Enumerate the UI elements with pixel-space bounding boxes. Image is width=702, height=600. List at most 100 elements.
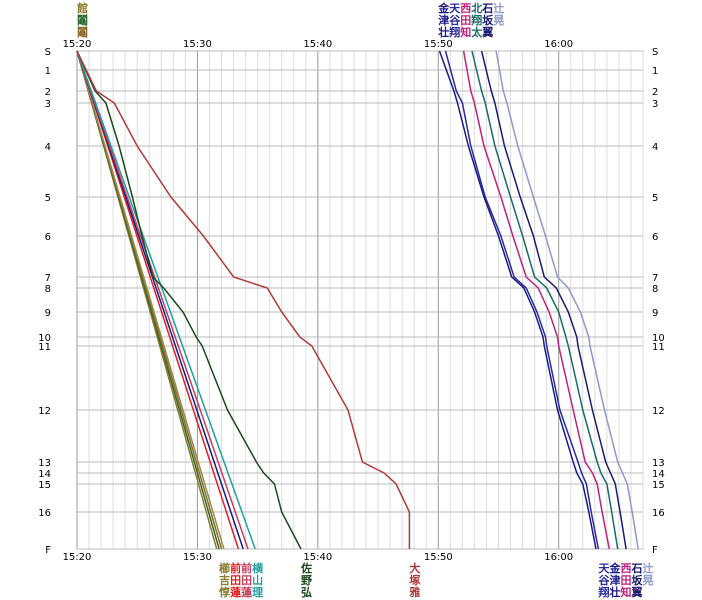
- runner-name-char-top: 北: [471, 1, 482, 15]
- runner-name-char-top: 壮: [438, 25, 449, 39]
- x-tick-label-top: 15:20: [63, 39, 92, 50]
- y-tick-label-right: 3: [652, 99, 658, 110]
- y-tick-label-left: 15: [38, 480, 51, 491]
- runner-name-char-top: 鬮: [77, 13, 88, 27]
- runner-name-char-bottom: 山: [252, 573, 263, 587]
- y-tick-label-left: 11: [38, 342, 51, 353]
- runner-name-char-bottom: 田: [620, 574, 631, 587]
- runner-name-char-bottom: 石: [630, 562, 642, 575]
- runner-name-char-top: 田: [460, 14, 471, 27]
- y-tick-label-left: 6: [45, 232, 51, 243]
- runner-name-char-top: 金: [437, 1, 450, 15]
- y-tick-label-right: 14: [652, 469, 665, 480]
- y-tick-label-right: 6: [652, 232, 658, 243]
- runner-name-char-top: 辻: [493, 1, 504, 15]
- runner-name-char-bottom: 天: [598, 562, 610, 575]
- y-tick-label-right: 15: [652, 480, 665, 491]
- runner-line: [495, 50, 639, 550]
- y-tick-label-right: 13: [652, 458, 665, 469]
- y-tick-label-left: 13: [38, 458, 51, 469]
- y-tick-label-right: 2: [652, 87, 658, 98]
- y-tick-label-right: 11: [652, 342, 665, 353]
- name-label-layer: 館鬮鬮金天西北石辻津谷田翔坂晃壮翔知太翼櫛前前横吉田田山惇蓮蓮理佐野弘大塚雅天金…: [76, 1, 653, 599]
- runner-name-char-bottom: 理: [252, 586, 263, 599]
- runner-line: [471, 50, 619, 550]
- y-tick-label-right: 12: [652, 406, 665, 417]
- y-tick-label-left: 4: [45, 142, 51, 153]
- runner-line: [462, 50, 611, 550]
- runner-line: [76, 50, 411, 549]
- runner-name-char-bottom: 翼: [630, 586, 642, 599]
- runner-name-char-bottom: 野: [301, 574, 312, 587]
- runner-name-char-bottom: 田: [241, 574, 252, 587]
- runner-line: [76, 50, 240, 550]
- runner-name-char-top: 太: [470, 25, 483, 39]
- runner-name-char-bottom: 谷: [598, 573, 610, 587]
- runner-name-char-bottom: 前: [230, 561, 241, 575]
- runner-name-char-top: 西: [460, 2, 471, 15]
- runner-line: [480, 50, 627, 550]
- runner-line: [76, 50, 249, 550]
- y-tick-label-left: 12: [38, 406, 51, 417]
- runner-name-char-bottom: 知: [619, 585, 631, 599]
- runner-name-char-bottom: 津: [609, 573, 620, 587]
- runner-name-char-bottom: 佐: [300, 561, 312, 575]
- series-layer: [76, 50, 639, 550]
- y-tick-label-left: 8: [45, 284, 51, 295]
- runner-name-char-bottom: 坂: [631, 573, 643, 587]
- runner-name-char-top: 天: [449, 2, 461, 15]
- runner-name-char-top: 館: [76, 1, 88, 15]
- y-tick-label-right: 9: [652, 308, 658, 319]
- x-tick-label-top: 15:40: [303, 39, 332, 50]
- runner-line: [76, 50, 244, 550]
- y-tick-label-left: 9: [45, 308, 51, 319]
- runner-line: [76, 50, 302, 550]
- runner-name-char-bottom: 惇: [219, 585, 230, 599]
- runner-name-char-bottom: 壮: [609, 585, 620, 599]
- runner-name-char-bottom: 蓮: [241, 585, 252, 599]
- y-tick-label-left: 14: [38, 469, 51, 480]
- runner-line: [444, 50, 600, 550]
- runner-name-char-bottom: 櫛: [218, 561, 230, 575]
- x-tick-label-top: 15:30: [183, 39, 212, 50]
- runner-name-char-bottom: 吉: [219, 573, 230, 587]
- runner-name-char-bottom: 田: [230, 574, 241, 587]
- x-tick-label-bottom: 16:00: [544, 552, 573, 563]
- runner-name-char-top: 翔: [470, 13, 482, 27]
- y-tick-label-right: 8: [652, 284, 658, 295]
- x-tick-label-bottom: 15:40: [303, 552, 332, 563]
- y-tick-label-left: 7: [45, 273, 51, 284]
- y-tick-label-left: 10: [38, 333, 51, 344]
- runner-name-char-top: 津: [438, 13, 449, 27]
- runner-name-char-bottom: 金: [608, 561, 621, 575]
- runner-line: [76, 50, 225, 550]
- y-tick-label-right: S: [652, 47, 658, 58]
- y-tick-label-left: S: [45, 47, 51, 58]
- x-tick-label-top: 15:50: [424, 39, 453, 50]
- runner-name-char-bottom: 雅: [409, 585, 420, 599]
- y-tick-label-left: F: [45, 545, 51, 556]
- x-tick-label-bottom: 15:30: [183, 552, 212, 563]
- y-tick-label-right: 5: [652, 193, 658, 204]
- runner-name-char-bottom: 塚: [409, 573, 420, 587]
- runner-name-char-bottom: 大: [409, 561, 420, 575]
- runner-name-char-top: 知: [459, 25, 471, 39]
- x-tick-label-bottom: 15:50: [424, 552, 453, 563]
- runner-line: [438, 50, 597, 550]
- runner-name-char-bottom: 翔: [597, 585, 609, 599]
- y-tick-label-left: 3: [45, 99, 51, 110]
- y-tick-label-left: 5: [45, 193, 51, 204]
- runner-name-char-bottom: 横: [252, 561, 264, 575]
- runner-name-char-top: 晃: [492, 14, 504, 27]
- runner-name-char-top: 坂: [482, 13, 494, 27]
- runner-name-char-top: 翔: [448, 25, 460, 39]
- runner-name-char-top: 翼: [481, 26, 493, 39]
- runner-name-char-top: 鬮: [77, 25, 88, 39]
- grid-layer: [76, 50, 644, 550]
- runner-name-char-bottom: 晃: [641, 574, 653, 587]
- x-tick-label-top: 16:00: [544, 39, 573, 50]
- y-tick-label-right: 16: [652, 508, 665, 519]
- y-tick-label-right: 7: [652, 273, 658, 284]
